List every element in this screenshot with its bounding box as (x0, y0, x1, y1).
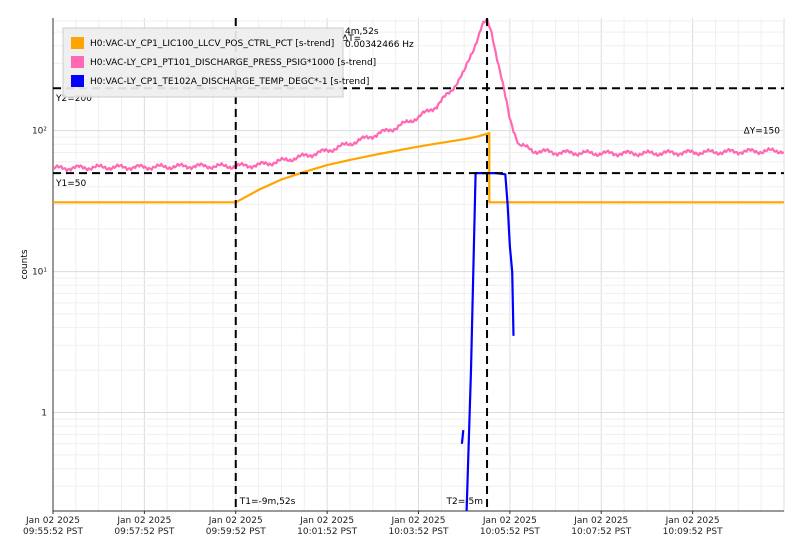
x-tick-time: 09:57:52 PST (114, 527, 174, 537)
x-tick-date: Jan 02 2025 (25, 516, 80, 526)
y-tick-labels: 1 10¹ 10² (32, 127, 47, 419)
series-line (53, 18, 784, 172)
delta-t-value: 4m,52s (345, 27, 379, 37)
legend-entry: H0:VAC-LY_CP1_LIC100_LLCV_POS_CTRL_PCT [… (90, 39, 334, 49)
x-tick-date: Jan 02 2025 (208, 516, 263, 526)
legend-entry: H0:VAC-LY_CP1_PT101_DISCHARGE_PRESS_PSIG… (90, 58, 376, 68)
x-tick-time: 10:05:52 PST (480, 527, 540, 537)
x-tick-time: 09:55:52 PST (23, 527, 83, 537)
x-tick-date: Jan 02 2025 (573, 516, 628, 526)
legend: H0:VAC-LY_CP1_LIC100_LLCV_POS_CTRL_PCT [… (62, 27, 376, 98)
x-tick-date: Jan 02 2025 (299, 516, 354, 526)
x-tick-date: Jan 02 2025 (391, 516, 446, 526)
legend-entry: H0:VAC-LY_CP1_TE102A_DISCHARGE_TEMP_DEGC… (90, 77, 369, 87)
x-tick-date: Jan 02 2025 (116, 516, 171, 526)
x-tick-time: 10:07:52 PST (571, 527, 631, 537)
x-tick-time: 09:59:52 PST (206, 527, 266, 537)
legend-swatch (71, 56, 84, 68)
x-tick-time: 10:09:52 PST (663, 527, 723, 537)
delta-t-label: ΔT= (342, 34, 361, 44)
x-tick-date: Jan 02 2025 (665, 516, 720, 526)
y-tick-label: 10² (32, 127, 47, 137)
x-tick-time: 10:03:52 PST (389, 527, 449, 537)
x-tick-date: Jan 02 2025 (482, 516, 537, 526)
x-tick-time: 10:01:52 PST (297, 527, 357, 537)
y-tick-label: 10¹ (32, 268, 47, 278)
series-line (460, 429, 465, 444)
y2-cursor-label: Y2=200 (55, 94, 92, 104)
y-tick-label: 1 (41, 408, 47, 418)
series-line (53, 132, 784, 204)
series-line (465, 172, 515, 511)
legend-box (62, 27, 344, 98)
legend-swatch (71, 37, 84, 49)
y1-cursor-label: Y1=50 (55, 179, 86, 189)
delta-t-frequency: 0.00342466 Hz (345, 40, 414, 50)
y-axis-label: counts (20, 249, 30, 279)
legend-swatch (71, 75, 84, 87)
delta-y-label: ΔY=150 (744, 127, 781, 137)
t1-cursor-label: T1=-9m,52s (239, 497, 296, 507)
t2-cursor-label: T2=-5m (446, 497, 484, 507)
